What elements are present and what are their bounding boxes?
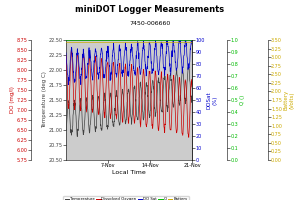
Y-axis label: Battery
(Volts): Battery (Volts) <box>283 90 294 110</box>
Text: miniDOT Logger Measurements: miniDOT Logger Measurements <box>75 5 225 14</box>
X-axis label: Local Time: Local Time <box>112 170 146 175</box>
Y-axis label: Temperature (deg C): Temperature (deg C) <box>42 72 47 128</box>
Text: 7450-006660: 7450-006660 <box>129 21 171 26</box>
Y-axis label: DO (mg/l): DO (mg/l) <box>10 87 15 113</box>
Legend: Temperature, Dissolved Oxygen, DO Sat, Q, Battery: Temperature, Dissolved Oxygen, DO Sat, Q… <box>63 196 189 200</box>
Y-axis label: DOSat
(%): DOSat (%) <box>206 91 217 109</box>
Y-axis label: Q (): Q () <box>240 95 245 105</box>
